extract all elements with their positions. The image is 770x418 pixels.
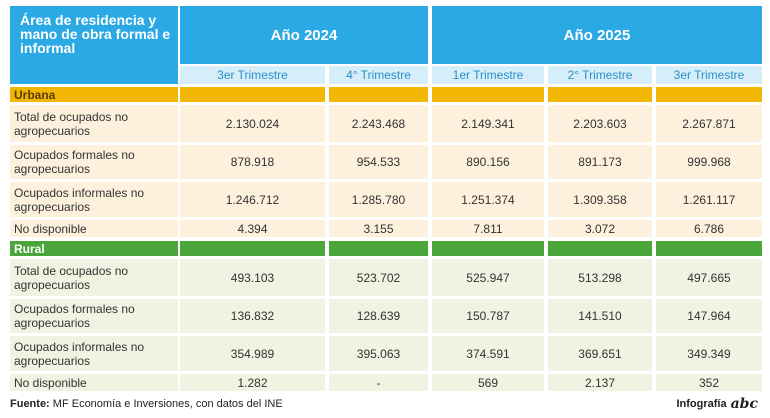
table-cell: 513.298 <box>548 259 652 296</box>
table-cell: 2.130.024 <box>180 105 325 142</box>
section-bar <box>656 87 762 102</box>
quarter-header: 2° Trimestre <box>548 66 652 84</box>
table-cell: 374.591 <box>432 336 544 371</box>
table-cell: 354.989 <box>180 336 325 371</box>
table-cell: 150.787 <box>432 299 544 333</box>
table-cell: 2.203.603 <box>548 105 652 142</box>
table-title: Área de residencia y mano de obra formal… <box>10 6 178 84</box>
table-cell: 1.246.712 <box>180 182 325 217</box>
quarter-header: 3er Trimestre <box>180 66 325 84</box>
row-label: No disponible <box>10 220 178 237</box>
section-bar <box>329 87 428 102</box>
row-label: Ocupados formales no agropecuarios <box>10 145 178 179</box>
table-cell: 2.149.341 <box>432 105 544 142</box>
year-2025-header: Año 2025 <box>432 6 762 64</box>
row-label: Ocupados informales no agropecuarios <box>10 182 178 217</box>
table-cell: 147.964 <box>656 299 762 333</box>
year-2024-header: Año 2024 <box>180 6 428 64</box>
table-cell: 497.665 <box>656 259 762 296</box>
table-cell: 525.947 <box>432 259 544 296</box>
section-bar <box>432 241 544 256</box>
table-cell: 136.832 <box>180 299 325 333</box>
table-cell: 352 <box>656 374 762 391</box>
table-cell: 954.533 <box>329 145 428 179</box>
row-label: No disponible <box>10 374 178 391</box>
table-cell: 1.261.117 <box>656 182 762 217</box>
quarter-header: 1er Trimestre <box>432 66 544 84</box>
quarter-header: 4° Trimestre <box>329 66 428 84</box>
table-cell: 369.651 <box>548 336 652 371</box>
table-cell: 2.137 <box>548 374 652 391</box>
section-bar <box>432 87 544 102</box>
section-label-rural: Rural <box>10 241 178 256</box>
table-cell: 1.251.374 <box>432 182 544 217</box>
table-cell: 891.173 <box>548 145 652 179</box>
source-note: Fuente: MF Economía e Inversiones, con d… <box>10 398 283 410</box>
table-cell: 141.510 <box>548 299 652 333</box>
section-bar <box>548 87 652 102</box>
section-label-urbana: Urbana <box>10 87 178 102</box>
table-cell: 569 <box>432 374 544 391</box>
table-cell: 7.811 <box>432 220 544 237</box>
section-bar <box>329 241 428 256</box>
table-cell: 4.394 <box>180 220 325 237</box>
brand: Infografía abc <box>676 396 758 412</box>
brand-text: Infografía <box>676 398 727 410</box>
table-cell: 1.285.780 <box>329 182 428 217</box>
row-label: Total de ocupados no agropecuarios <box>10 105 178 142</box>
table-cell: - <box>329 374 428 391</box>
table-cell: 999.968 <box>656 145 762 179</box>
section-bar <box>656 241 762 256</box>
table-cell: 523.702 <box>329 259 428 296</box>
source-text: MF Economía e Inversiones, con datos del… <box>49 398 283 410</box>
row-label: Total de ocupados no agropecuarios <box>10 259 178 296</box>
table-cell: 1.282 <box>180 374 325 391</box>
section-bar <box>180 241 325 256</box>
table-cell: 6.786 <box>656 220 762 237</box>
table-cell: 2.243.468 <box>329 105 428 142</box>
abc-logo: abc <box>730 396 758 412</box>
table-cell: 128.639 <box>329 299 428 333</box>
section-bar <box>548 241 652 256</box>
table-cell: 349.349 <box>656 336 762 371</box>
source-label: Fuente: <box>10 398 50 410</box>
table-cell: 3.072 <box>548 220 652 237</box>
row-label: Ocupados formales no agropecuarios <box>10 299 178 333</box>
table-cell: 890.156 <box>432 145 544 179</box>
quarter-header: 3er Trimestre <box>656 66 762 84</box>
table-cell: 3.155 <box>329 220 428 237</box>
section-bar <box>180 87 325 102</box>
table-cell: 1.309.358 <box>548 182 652 217</box>
table-cell: 493.103 <box>180 259 325 296</box>
table-cell: 2.267.871 <box>656 105 762 142</box>
table-cell: 878.918 <box>180 145 325 179</box>
table-cell: 395.063 <box>329 336 428 371</box>
row-label: Ocupados informales no agropecuarios <box>10 336 178 371</box>
